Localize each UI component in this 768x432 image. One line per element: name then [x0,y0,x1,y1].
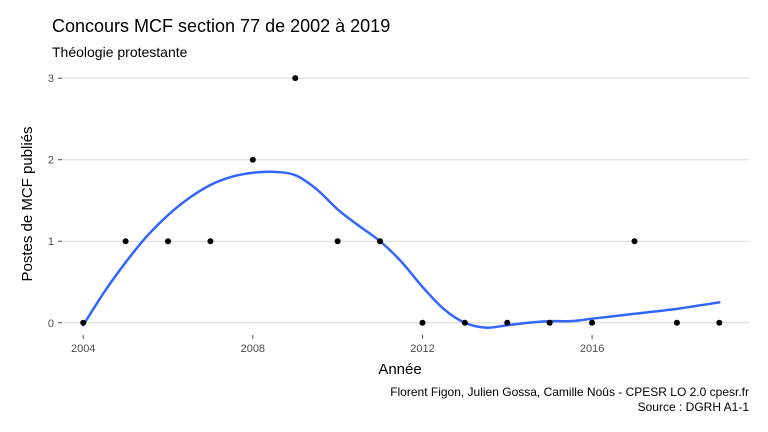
data-points [80,75,723,326]
x-axis-label: Année [378,361,421,378]
smooth-line [81,170,721,329]
x-axis-ticks: 2004 2008 2012 2016 [71,335,604,355]
chart-title: Concours MCF section 77 de 2002 à 2019 [52,16,390,36]
smooth-layer [81,170,721,329]
data-point [377,238,384,245]
data-point [631,238,638,245]
chart-subtitle: Théologie protestante [52,44,188,60]
y-tick-label: 2 [48,155,54,167]
data-point [165,238,172,245]
x-tick-label: 2004 [71,343,95,355]
data-point [504,319,511,326]
data-point [673,319,680,326]
x-tick-label: 2008 [241,343,265,355]
y-axis-label: Postes de MCF publiés [19,126,36,281]
data-point [80,319,87,326]
y-tick-label: 3 [48,73,54,85]
caption-source: Source : DGRH A1-1 [638,400,750,414]
x-tick-label: 2012 [410,343,434,355]
data-point [419,319,426,326]
y-axis-ticks: 0 1 2 3 [48,73,62,330]
y-tick-label: 1 [48,236,54,248]
x-tick-label: 2016 [580,343,604,355]
caption-authors: Florent Figon, Julien Gossa, Camille Noû… [390,385,749,399]
data-point [292,75,299,82]
data-point [122,238,129,245]
data-point [249,156,256,163]
data-point [546,319,553,326]
gridlines [62,77,749,324]
data-point [207,238,214,245]
y-tick-label: 0 [48,318,54,330]
data-point [589,319,596,326]
data-point [461,319,468,326]
data-point [334,238,341,245]
data-point [716,319,723,326]
